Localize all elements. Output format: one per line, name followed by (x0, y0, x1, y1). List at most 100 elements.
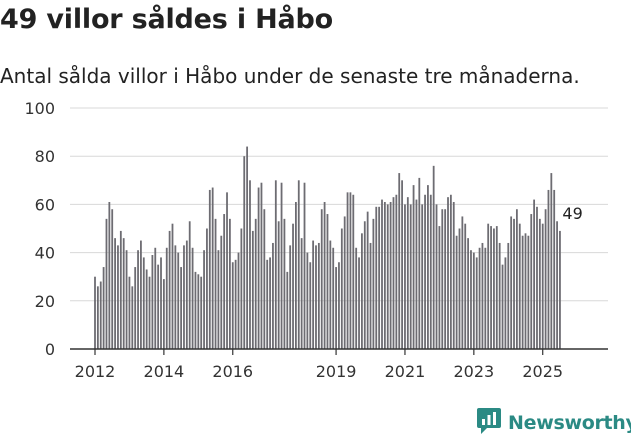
y-tick-label: 60 (35, 195, 55, 214)
bar (151, 255, 154, 349)
bar (286, 271, 289, 349)
bar (355, 247, 358, 349)
bar (114, 238, 116, 349)
bar (495, 226, 498, 349)
x-tick-label: 2025 (522, 362, 563, 381)
bar (424, 194, 426, 349)
bar (99, 281, 102, 349)
bar (340, 228, 343, 349)
x-tick-label: 2014 (144, 362, 185, 381)
bar (220, 235, 223, 349)
bar (553, 189, 556, 349)
bar (524, 233, 527, 349)
bar (527, 235, 530, 349)
bar (119, 230, 122, 349)
bar (458, 228, 461, 349)
annotations: 49 (560, 202, 584, 225)
y-tick-label: 80 (35, 147, 55, 166)
bar (277, 221, 280, 349)
bar (521, 235, 524, 349)
bar (263, 209, 266, 349)
bar (125, 250, 128, 349)
y-tick-label: 0 (45, 340, 55, 359)
bar (94, 276, 96, 349)
bar (386, 204, 389, 349)
bar (412, 185, 415, 349)
bar (162, 279, 165, 349)
bar (208, 189, 211, 349)
bar (188, 221, 191, 349)
bar (421, 204, 424, 349)
bar (111, 209, 114, 349)
chart-subtitle: Antal sålda villor i Håbo under de senas… (0, 64, 580, 88)
x-tick-label: 2016 (212, 362, 253, 381)
bar (203, 250, 205, 349)
bar (309, 262, 312, 349)
bar (383, 201, 386, 349)
bar (510, 216, 513, 349)
bar (326, 214, 329, 349)
latest-value-label: 49 (562, 204, 582, 223)
bar (191, 247, 194, 349)
bar (475, 257, 478, 349)
bar (306, 252, 309, 349)
bar (401, 180, 403, 349)
bar (297, 180, 300, 349)
bar (157, 264, 160, 349)
bar (237, 252, 240, 349)
bar (447, 197, 449, 349)
bar (269, 257, 271, 349)
y-tick-label: 40 (35, 244, 55, 263)
bar (455, 235, 458, 349)
bar (185, 240, 188, 349)
bar (487, 223, 490, 349)
bar (398, 173, 401, 349)
bar (335, 267, 337, 349)
bar (217, 250, 220, 349)
bar (329, 240, 332, 349)
bar (538, 218, 541, 349)
bar (504, 257, 507, 349)
bar (228, 218, 231, 349)
bar (470, 250, 472, 349)
bar (461, 216, 464, 349)
bar (148, 276, 151, 349)
chart-title: 49 villor såldes i Håbo (0, 4, 334, 35)
bar (117, 245, 119, 349)
x-tick-label: 2019 (316, 362, 357, 381)
bar (389, 201, 392, 349)
bar (257, 187, 260, 349)
x-tick-label: 2021 (385, 362, 426, 381)
bar (392, 197, 395, 349)
x-axis-ticks: 2012 2014 2016 2019 2021 2023 2025 (75, 349, 563, 381)
bar (435, 204, 438, 349)
bar (180, 267, 182, 349)
y-tick-label: 20 (35, 292, 55, 311)
bar (352, 194, 355, 349)
bar (168, 230, 171, 349)
bar (490, 226, 492, 349)
bar (472, 252, 475, 349)
brand[interactable]: Newsworthy (476, 407, 631, 439)
bar (197, 274, 200, 349)
bar (343, 216, 346, 349)
x-tick-label: 2023 (453, 362, 494, 381)
bar (444, 209, 447, 349)
bar (283, 218, 286, 349)
bar (406, 197, 409, 349)
bar (211, 187, 214, 349)
bar (145, 269, 148, 349)
bar (260, 182, 263, 349)
bar (363, 221, 366, 349)
bar (481, 242, 484, 349)
bar-chart-speech-bubble-icon (476, 407, 502, 439)
bar (518, 223, 521, 349)
bar (372, 218, 375, 349)
bar (556, 221, 558, 349)
bar (315, 245, 317, 349)
bar-chart: 0 20 40 60 80 100 2012 2014 2016 2019 2021 2023 202… (24, 99, 608, 381)
bar (369, 242, 372, 349)
bar (418, 177, 421, 349)
bar (272, 242, 274, 349)
bar (243, 156, 246, 349)
